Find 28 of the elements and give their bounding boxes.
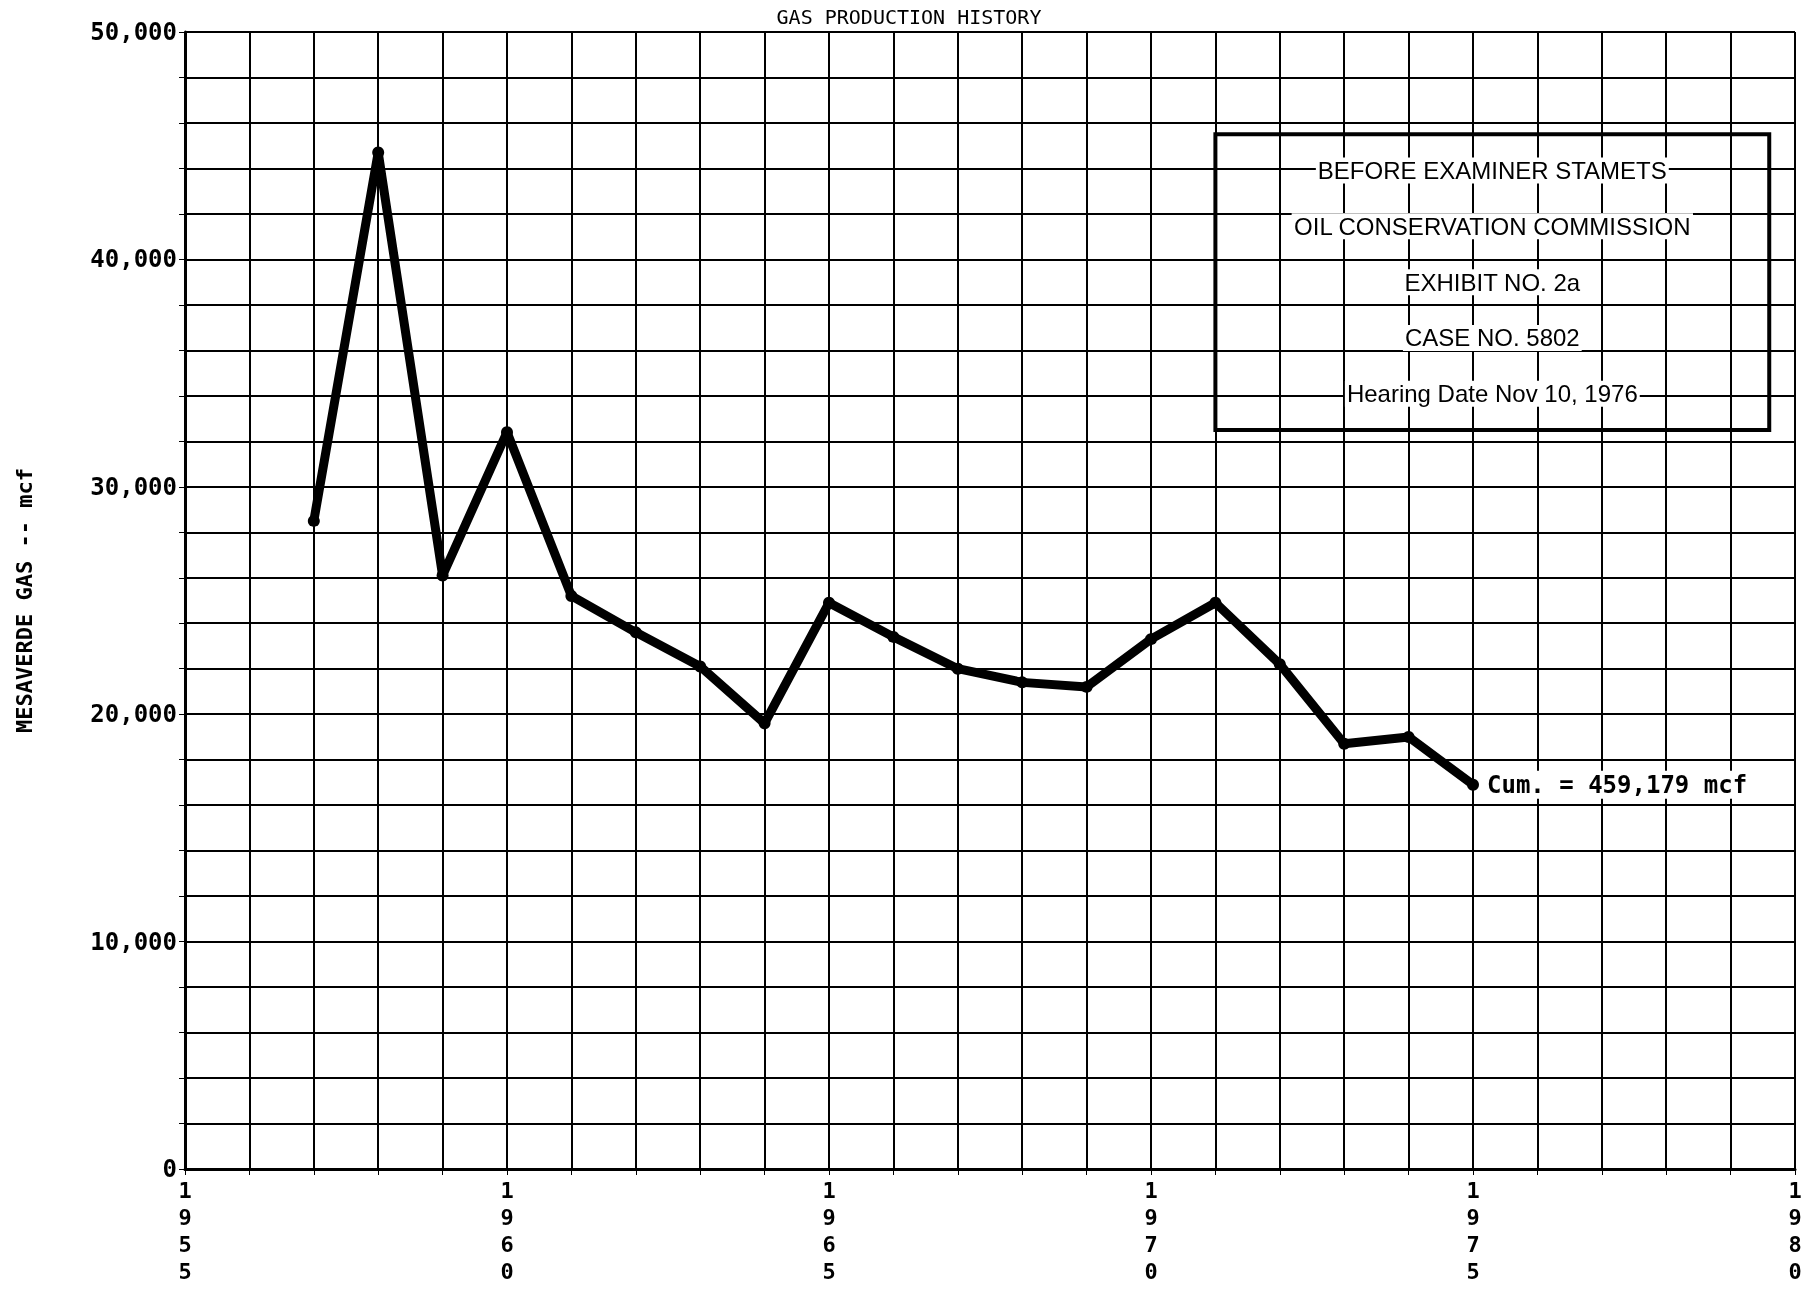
annotation: BEFORE EXAMINER STAMETS: [1317, 157, 1667, 185]
chart-title: GAS PRODUCTION HISTORY: [776, 5, 1042, 29]
x-tick-label: 1 9 5 5: [178, 1178, 192, 1284]
point: [565, 589, 578, 602]
annotation: CASE NO. 5802: [1404, 324, 1580, 352]
y-tick-label: 30,000: [90, 472, 177, 501]
annotation: EXHIBIT NO. 2a: [1404, 268, 1581, 296]
point: [1209, 596, 1222, 609]
x-tick-label: 1 9 6 0: [500, 1178, 514, 1284]
annotation: Cum. = 459,179 mcf: [1487, 770, 1748, 799]
y-axis-title: MESAVERDE GAS -- mcf: [11, 468, 37, 733]
point: [887, 630, 900, 643]
point: [951, 662, 964, 675]
y-tick-label: 40,000: [90, 245, 177, 274]
annotation: OIL CONSERVATION COMMISSION: [1294, 212, 1691, 240]
point: [1467, 778, 1479, 791]
x-tick-label: 1 9 7 0: [1144, 1178, 1158, 1284]
x-tick-label: 1 9 6 5: [822, 1178, 836, 1284]
point: [694, 660, 707, 673]
annotation: Hearing Date Nov 10, 1976: [1346, 380, 1638, 408]
y-tick-label: 10,000: [90, 927, 177, 956]
point: [1145, 633, 1157, 646]
x-tick-label: 1 9 8 0: [1788, 1178, 1802, 1284]
x-tick-label: 1 9 7 5: [1466, 1178, 1480, 1284]
y-tick-label: 50,000: [90, 18, 177, 46]
point: [629, 626, 642, 639]
y-tick-label: 0: [162, 1155, 177, 1183]
y-tick-label: 20,000: [90, 700, 177, 729]
